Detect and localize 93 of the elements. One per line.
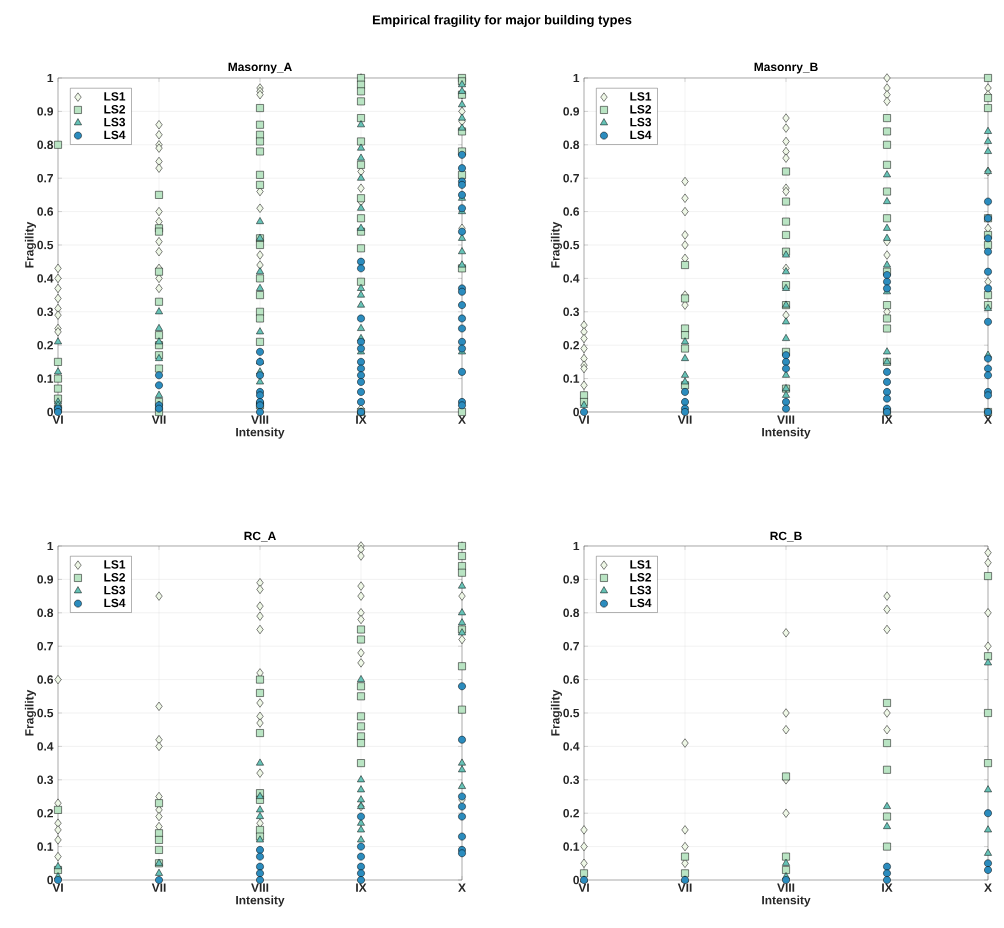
y-tick-label: 0.1 [563,374,580,383]
y-tick-label: 0.8 [37,140,54,150]
y-tick-label: 0 [573,875,579,885]
x-tick-label: VIII [251,883,269,892]
y-axis-title: Fragility [24,221,37,268]
y-tick-label: 0.1 [37,842,54,851]
legend-label: LS3 [104,585,126,595]
chart-title: Masonry_B [754,62,818,74]
y-tick-label: 0 [47,407,53,417]
chart-title: Masorny_A [228,62,292,74]
y-tick-label: 0.7 [563,173,579,183]
y-tick-label: 0.3 [37,775,54,785]
y-tick-label: 0.9 [563,575,580,584]
y-tick-label: 0.4 [37,274,54,283]
y-tick-label: 0.2 [37,808,53,818]
x-tick-label: VII [151,883,166,892]
y-tick-label: 0.3 [563,307,580,317]
y-tick-label: 1 [47,73,54,83]
y-tick-label: 0.6 [37,207,54,216]
legend-label: LS3 [630,117,652,127]
legend-label: LS2 [630,573,652,582]
legend-label: LS1 [630,92,652,101]
y-axis-title: Fragility [550,689,563,736]
x-tick-label: VII [677,883,692,892]
legend-label: LS2 [630,105,652,114]
chart-title: RC_B [770,531,802,542]
legend-label: LS4 [104,130,126,140]
y-tick-label: 0.8 [563,140,580,150]
y-tick-label: 0.6 [563,207,580,216]
y-tick-label: 0.4 [37,742,54,751]
y-tick-label: 0.5 [37,708,54,718]
x-tick-label: X [458,883,466,892]
y-tick-label: 0.5 [563,240,580,250]
legend-label: LS4 [104,598,126,608]
legend-label: LS2 [104,573,126,582]
legend-label: LS2 [104,105,126,114]
y-tick-label: 0.9 [37,575,54,584]
y-axis-title: Fragility [24,689,37,736]
x-tick-label: VI [578,415,589,424]
y-tick-label: 0.4 [563,742,580,751]
legend-label: LS3 [104,117,126,127]
y-tick-label: 1 [573,541,580,551]
y-tick-label: 0 [47,875,53,885]
legend-label: LS1 [630,560,652,569]
x-tick-label: X [984,415,992,424]
x-tick-label: VII [677,415,692,424]
y-tick-label: 0.8 [563,608,580,618]
y-tick-label: 0 [573,407,579,417]
chart-title: RC_A [244,531,276,542]
x-tick-label: VI [578,883,589,892]
x-tick-label: VIII [777,415,795,424]
y-tick-label: 0.2 [563,808,580,818]
x-axis-title: Intensity [236,895,285,907]
y-tick-label: 0.4 [563,274,580,283]
y-tick-label: 0.8 [37,608,54,618]
x-tick-label: IX [882,883,893,892]
x-tick-label: VII [151,415,166,424]
x-tick-label: VIII [777,883,795,892]
y-tick-label: 0.5 [563,708,580,718]
y-tick-label: 0.9 [563,107,580,116]
y-tick-label: 0.2 [563,340,580,350]
y-tick-label: 0.7 [563,641,579,651]
y-tick-label: 0.7 [37,641,53,651]
legend-label: LS4 [630,598,652,608]
x-tick-label: IX [356,883,367,892]
x-tick-label: X [984,883,992,892]
y-tick-label: 0.5 [37,240,54,250]
x-tick-label: VI [52,883,63,892]
y-tick-label: 0.3 [563,775,580,785]
y-tick-label: 1 [573,73,580,83]
x-axis-title: Intensity [762,895,811,907]
legend-label: LS3 [630,585,652,595]
y-tick-label: 0.3 [37,307,54,317]
x-axis-title: Intensity [236,427,285,439]
y-tick-label: 0.1 [563,842,580,851]
y-tick-label: 0.2 [37,340,53,350]
y-tick-label: 0.9 [37,107,54,116]
legend-label: LS1 [104,92,126,101]
x-axis-title: Intensity [762,427,811,439]
y-tick-label: 0.6 [563,675,580,684]
text: Empirical fragility for major building types [372,14,632,28]
x-tick-label: IX [356,415,367,424]
y-tick-label: 1 [47,541,54,551]
legend-label: LS1 [104,560,126,569]
y-tick-label: 0.1 [37,374,54,383]
legend-label: LS4 [630,130,652,140]
x-tick-label: X [458,415,466,424]
x-tick-label: VI [52,415,63,424]
y-axis-title: Fragility [550,221,563,268]
y-tick-label: 0.7 [37,173,53,183]
y-tick-label: 0.6 [37,675,54,684]
x-tick-label: IX [882,415,893,424]
x-tick-label: VIII [251,415,269,424]
